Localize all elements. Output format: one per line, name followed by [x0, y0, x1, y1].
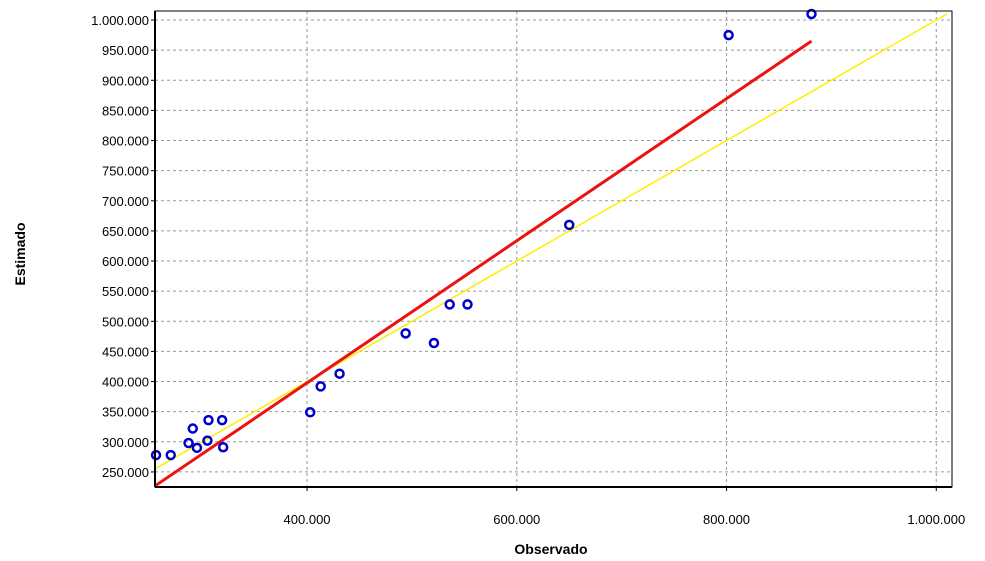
- y-tick-label: 850.000: [102, 103, 149, 118]
- data-point: [806, 8, 817, 20]
- data-point: [165, 449, 176, 461]
- data-point: [723, 29, 734, 41]
- y-tick-label: 700.000: [102, 194, 149, 209]
- data-point: [183, 437, 194, 449]
- y-tick-label: 550.000: [102, 284, 149, 299]
- y-tick-label: 300.000: [102, 435, 149, 450]
- y-tick-label: 650.000: [102, 224, 149, 239]
- data-point: [334, 368, 345, 379]
- y-tick-label: 350.000: [102, 405, 149, 420]
- data-point: [187, 423, 199, 434]
- x-tick-label: 400.000: [284, 512, 331, 527]
- x-tick-label: 1.000.000: [907, 512, 965, 527]
- x-tick-label: 600.000: [493, 512, 540, 527]
- data-point: [428, 337, 440, 349]
- y-tick-label: 500.000: [102, 314, 149, 329]
- data-point: [202, 435, 213, 446]
- reference-line: [155, 13, 948, 469]
- y-tick-label: 950.000: [102, 43, 149, 58]
- data-point: [444, 299, 455, 310]
- regression-line-layer: [155, 39, 813, 487]
- data-point: [315, 381, 326, 392]
- data-point: [462, 299, 473, 310]
- data-points: [150, 8, 817, 461]
- reference-line-layer: [155, 13, 948, 469]
- y-tick-label: 900.000: [102, 73, 149, 88]
- y-tick-label: 800.000: [102, 134, 149, 149]
- x-tick-label: 800.000: [703, 512, 750, 527]
- data-point: [216, 414, 228, 426]
- y-tick-label: 750.000: [102, 164, 149, 179]
- x-tick-labels: 400.000 600.000 800.000 1.000.000: [284, 487, 965, 527]
- data-point: [150, 449, 162, 461]
- x-axis-title: Observado: [514, 541, 587, 557]
- data-point: [203, 414, 214, 426]
- y-tick-label: 250.000: [102, 465, 149, 480]
- grid: [155, 11, 952, 487]
- data-point: [400, 328, 411, 339]
- data-point: [191, 442, 203, 454]
- y-tick-label: 600.000: [102, 254, 149, 269]
- plot-area: [155, 11, 952, 487]
- y-tick-label: 450.000: [102, 344, 149, 359]
- y-axis-title: Estimado: [12, 222, 28, 285]
- data-point: [217, 441, 229, 453]
- y-tick-labels: 250.000 300.000 350.000 400.000 450.000 500.0…: [91, 13, 155, 480]
- data-point: [304, 407, 316, 418]
- y-tick-label: 400.000: [102, 375, 149, 390]
- y-tick-label: 1.000.000: [91, 13, 149, 28]
- data-point: [563, 219, 575, 231]
- regression-line: [155, 39, 813, 487]
